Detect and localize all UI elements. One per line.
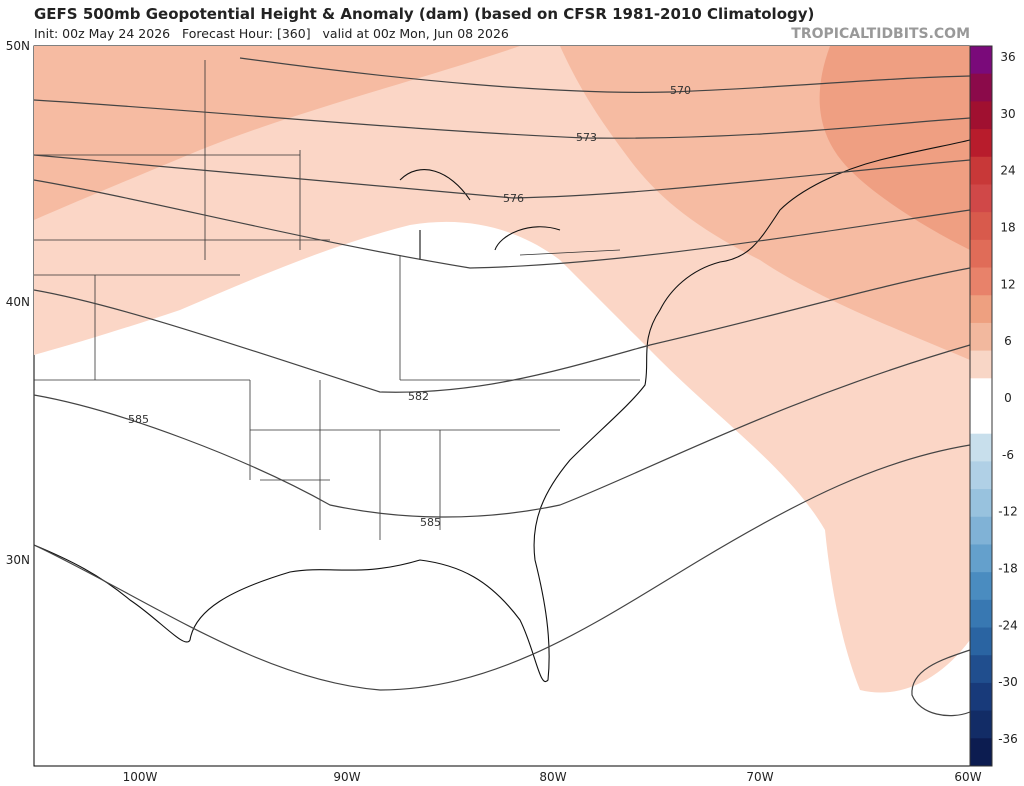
colorbar-band bbox=[970, 156, 992, 185]
colorbar-band bbox=[970, 295, 992, 324]
lon-labels: 100W 90W 80W 70W 60W bbox=[123, 770, 982, 784]
colorbar-band bbox=[970, 627, 992, 656]
colorbar-band bbox=[970, 184, 992, 213]
colorbar-band bbox=[970, 46, 992, 75]
lon-label: 80W bbox=[539, 770, 566, 784]
colorbar-band bbox=[970, 738, 992, 767]
colorbar-band bbox=[970, 655, 992, 684]
colorbar-label: 36 bbox=[1000, 50, 1015, 64]
colorbar-band bbox=[970, 350, 992, 379]
contour-591 bbox=[911, 649, 971, 717]
colorbar-label: -18 bbox=[998, 562, 1018, 576]
contour-576 bbox=[33, 154, 971, 199]
lat-labels: 50N 40N 30N bbox=[6, 39, 30, 567]
colorbar-band bbox=[970, 461, 992, 490]
contour-585 bbox=[33, 344, 971, 518]
colorbar-band bbox=[970, 433, 992, 462]
colorbar-band bbox=[970, 73, 992, 102]
contour-label: 585 bbox=[420, 516, 441, 529]
colorbar-label: -36 bbox=[998, 732, 1018, 746]
colorbar-band bbox=[970, 516, 992, 545]
colorbar-label: 6 bbox=[1004, 334, 1012, 348]
brand: TROPICALTIDBITS.COM bbox=[791, 26, 970, 42]
contour-label: 570 bbox=[670, 84, 691, 97]
map-area: 570 573 576 582 585 585 bbox=[33, 45, 971, 767]
colorbar-band bbox=[970, 239, 992, 269]
lon-label: 70W bbox=[746, 770, 773, 784]
colorbar-band bbox=[970, 489, 992, 518]
lat-label: 40N bbox=[6, 295, 30, 309]
lat-label: 50N bbox=[6, 39, 30, 53]
colorbar-band bbox=[970, 212, 992, 241]
anomaly-18 bbox=[819, 46, 970, 250]
contour-579 bbox=[33, 179, 971, 269]
colorbar-label: 12 bbox=[1000, 277, 1015, 291]
contour-588 bbox=[33, 444, 971, 691]
colorbar-band bbox=[970, 129, 992, 158]
lon-label: 90W bbox=[333, 770, 360, 784]
contour-label: 585 bbox=[128, 413, 149, 426]
colorbar-label: -12 bbox=[998, 505, 1018, 519]
colorbar-band bbox=[970, 322, 992, 352]
colorbar-band bbox=[970, 267, 992, 296]
colorbar-label: 0 bbox=[1004, 391, 1012, 405]
contour-label: 576 bbox=[503, 192, 524, 205]
colorbar-label: 30 bbox=[1000, 107, 1015, 121]
colorbar-band bbox=[970, 682, 992, 712]
colorbar: 36 30 24 18 12 6 0 -6 -12 -18 -24 -30 -36 bbox=[969, 45, 1018, 767]
state-borders bbox=[34, 60, 640, 540]
contour-582 bbox=[33, 267, 971, 393]
colorbar-label: 24 bbox=[1000, 164, 1015, 178]
colorbar-label: 18 bbox=[1000, 221, 1015, 235]
colorbar-label: -24 bbox=[998, 618, 1018, 632]
colorbar-band bbox=[970, 101, 992, 130]
lat-label: 30N bbox=[6, 553, 30, 567]
anomaly-12-west bbox=[34, 46, 520, 220]
contour-label: 582 bbox=[408, 390, 429, 403]
colorbar-band bbox=[970, 544, 992, 573]
contour-570 bbox=[239, 57, 971, 93]
lon-label: 60W bbox=[954, 770, 981, 784]
colorbar-band bbox=[970, 406, 992, 435]
lon-label: 100W bbox=[123, 770, 158, 784]
colorbar-label: -6 bbox=[1002, 448, 1014, 462]
colorbar-band bbox=[970, 599, 992, 629]
colorbar-frame bbox=[969, 45, 993, 767]
contour-573 bbox=[33, 99, 971, 139]
contour-label: 573 bbox=[576, 131, 597, 144]
colorbar-band bbox=[970, 710, 992, 739]
colorbar-band bbox=[970, 572, 992, 601]
coastline bbox=[33, 139, 971, 683]
title: GEFS 500mb Geopotential Height & Anomaly… bbox=[34, 5, 814, 23]
colorbar-band bbox=[970, 378, 992, 407]
great-lakes bbox=[399, 169, 561, 260]
colorbar-label: -30 bbox=[998, 675, 1018, 689]
subtitle: Init: 00z May 24 2026 Forecast Hour: [36… bbox=[34, 26, 509, 41]
